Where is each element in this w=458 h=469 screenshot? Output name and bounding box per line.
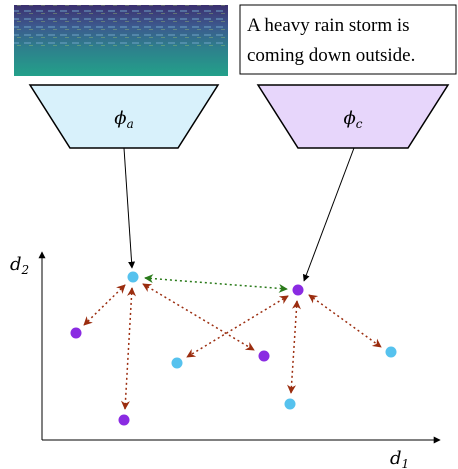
audio-point [385,346,397,358]
encoder-label: ϕa [114,108,133,131]
text-point [70,327,82,339]
axis-label: d2 [10,254,29,277]
text-point [258,350,270,362]
negative-pair [120,287,137,410]
negative-pair [186,295,289,358]
text-point [292,284,304,296]
negative-pair [142,283,255,351]
distance-arrows [83,274,382,410]
encoder-label: ϕc [343,108,362,131]
negative-pair [308,294,382,348]
negative-pair [287,300,301,394]
arrow [302,147,355,282]
caption-box [239,4,457,75]
text-encoder [256,84,450,149]
points [70,271,397,426]
arrow [123,147,136,269]
audio-point [171,357,183,369]
text-point [118,414,130,426]
negative-pair [83,284,126,326]
spectrogram [14,5,228,76]
audio-encoder [28,84,220,149]
audio-point [127,271,139,283]
audio-point [284,398,296,410]
caption-line: A heavy rain storm is [247,15,410,36]
positive-pair [144,274,288,293]
axis-label: d1 [390,448,409,469]
caption-line: coming down outside. [247,45,415,66]
